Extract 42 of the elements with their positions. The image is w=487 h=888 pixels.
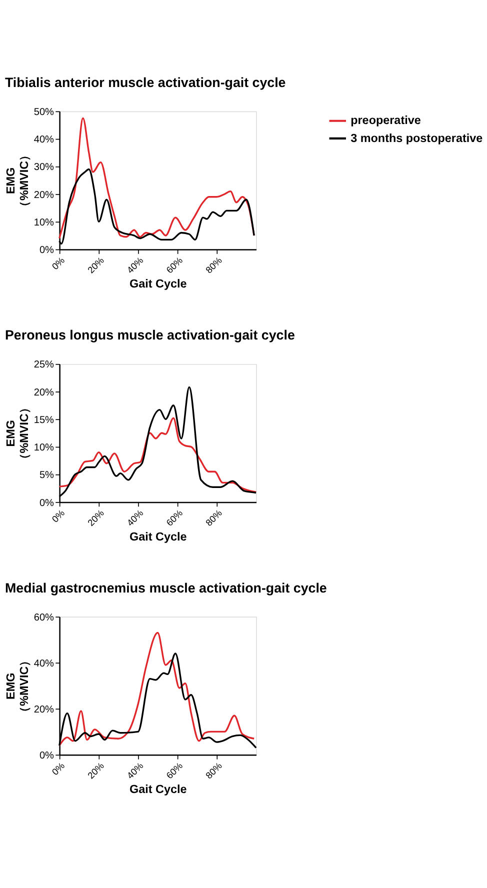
chart-title: Medial gastrocnemius muscle activation-gait cycle [5,580,327,596]
y-tick-label: 30% [34,162,54,174]
x-axis-title: Gait Cycle [130,783,188,796]
x-tick-label: 60% [164,255,185,276]
legend-label: 3 months postoperative [350,132,484,145]
y-tick-label: 40% [34,658,54,670]
y-tick-label: 20% [34,704,54,716]
y-tick-label: 60% [34,612,54,624]
y-tick-label: 10% [34,217,54,228]
y-tick-label: 0% [39,498,54,509]
y-axis-title: EMG （%MVIC） [4,402,32,466]
legend-label: preoperative [350,114,422,128]
line-series [58,117,255,240]
y-tick-label: 40% [34,134,54,146]
y-tick-label: 0% [39,245,54,256]
line-series [58,632,255,746]
x-tick-label: 60% [164,508,185,528]
x-tick-label: 80% [204,760,224,781]
x-tick-label: 40% [125,255,146,276]
y-tick-label: 50% [34,107,54,118]
y-tick-label: 25% [34,360,54,371]
x-tick-label: 0% [50,760,67,778]
x-tick-label: 80% [204,508,224,528]
x-tick-label: 0% [50,255,67,272]
x-axis-title: Gait Cycle [130,278,188,291]
x-tick-label: 60% [164,760,185,781]
y-axis-title: EMG （%MVIC） [4,654,32,718]
x-tick-label: 40% [125,760,146,781]
x-tick-label: 0% [50,508,67,524]
x-axis-title: Gait Cycle [130,530,188,544]
y-tick-label: 0% [39,750,54,762]
line-series [58,417,257,493]
chart-title: Peroneus longus muscle activation-gait cycle [5,328,295,343]
chart-title: Tibialis anterior muscle activation-gait cycle [5,74,286,90]
x-tick-label: 40% [125,508,146,528]
x-tick-label: 80% [204,255,224,276]
y-tick-label: 5% [39,470,54,482]
y-tick-label: 20% [34,387,54,398]
y-tick-label: 15% [34,414,54,426]
y-tick-label: 20% [34,190,54,201]
y-tick-label: 10% [34,442,54,454]
y-axis-title: EMG （%MVIC） [4,148,32,213]
